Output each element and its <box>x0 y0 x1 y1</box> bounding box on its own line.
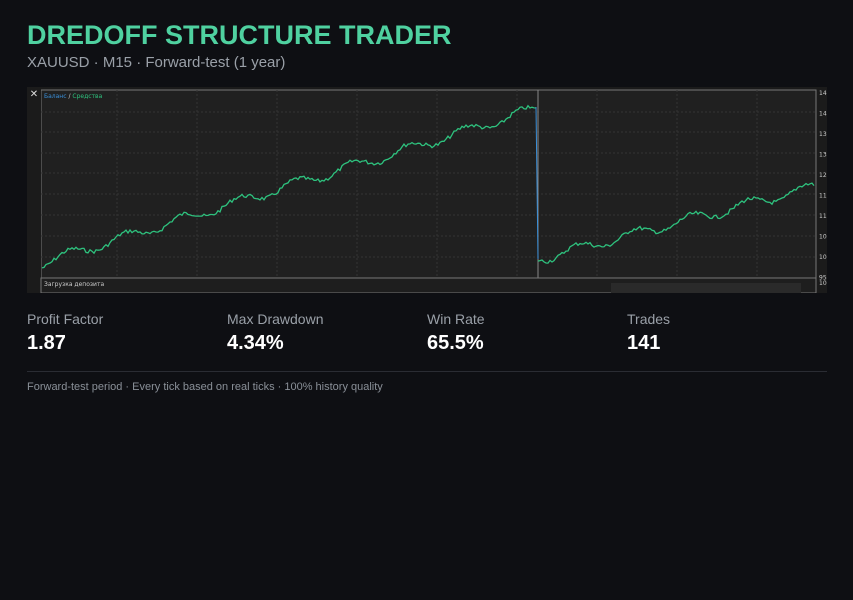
plot-area <box>40 89 817 279</box>
stat-label: Profit Factor <box>27 311 104 327</box>
stat-value: 1.87 <box>27 332 66 354</box>
equity-screenshot: ✕ Баланс / Средства Загрузка депозита 14… <box>27 87 827 293</box>
stat: Profit Factor 1.87 <box>27 311 103 355</box>
axis-label: 14 <box>819 90 827 97</box>
close-icon: ✕ <box>30 89 38 100</box>
axis-label: 12 <box>819 172 827 179</box>
legend: Баланс / Средства <box>44 93 103 100</box>
stat-label: Win Rate <box>427 311 485 327</box>
axis-label: 13 <box>819 131 827 138</box>
equity-line <box>41 104 815 269</box>
divider <box>27 371 827 372</box>
axis-label: 10 <box>819 280 827 287</box>
footer: Forward-test period · Every tick based o… <box>27 381 383 393</box>
hint-box <box>611 283 801 293</box>
stat-label: Max Drawdown <box>227 311 324 327</box>
axis-label: 10 <box>819 254 827 261</box>
stat-value: 141 <box>627 332 661 354</box>
grid <box>41 90 816 278</box>
axis-label: 11 <box>819 213 827 220</box>
axis-label: 10 <box>819 234 827 241</box>
axis-label: 11 <box>819 193 827 200</box>
balance-line <box>535 106 539 260</box>
stat-label: Trades <box>627 311 671 327</box>
stat: Win Rate 65.5% <box>427 311 485 355</box>
title: DREDOFF STRUCTURE TRADER <box>27 20 452 50</box>
stat: Max Drawdown 4.34% <box>227 311 323 355</box>
axis-label: 14 <box>819 111 827 118</box>
stat: Trades 141 <box>627 311 670 355</box>
axis-label: 95 <box>819 275 827 282</box>
stat-value: 4.34% <box>227 332 284 354</box>
left-bar <box>27 87 41 293</box>
subtitle: XAUUSD · M15 · Forward-test (1 year) <box>27 54 286 71</box>
axis-label: 13 <box>819 152 827 159</box>
deposit-label: Загрузка депозита <box>44 281 104 288</box>
stat-value: 65.5% <box>427 332 484 354</box>
